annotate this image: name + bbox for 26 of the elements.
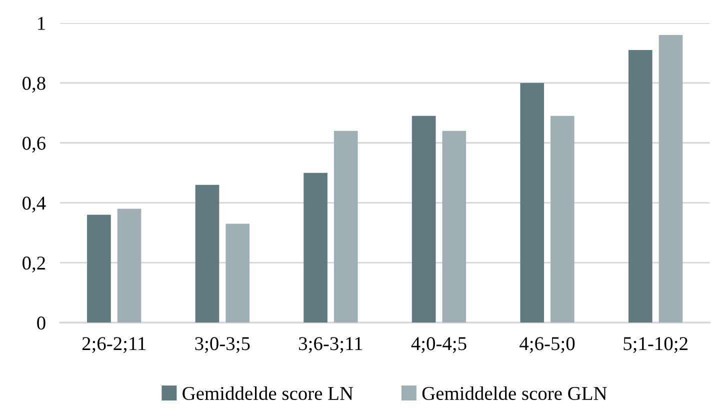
x-tick-label: 2;6-2;11 — [82, 337, 146, 353]
y-tick-label: 0,4 — [22, 196, 46, 213]
bar — [117, 208, 142, 323]
bar — [87, 214, 111, 323]
y-tick-label: 1 — [38, 16, 45, 30]
bar — [520, 82, 544, 323]
y-tick-label: 0 — [37, 316, 46, 330]
bar — [195, 184, 220, 323]
y-tick-label: 0,6 — [22, 136, 46, 153]
bar — [334, 130, 358, 323]
bar — [442, 130, 466, 323]
x-tick-label: 4;0-4;5 — [411, 337, 466, 353]
x-tick-label: 3;6-3;11 — [299, 337, 362, 353]
x-tick-label: 5;1-10;2 — [624, 337, 688, 353]
y-tick-label: 0,8 — [22, 76, 46, 93]
legend-label: Gemiddelde score LN — [182, 386, 354, 400]
bar — [304, 172, 328, 323]
x-tick-label: 4;6-5;0 — [520, 337, 575, 353]
bar — [658, 35, 683, 323]
bar — [550, 116, 574, 323]
x-tick-label: 3;0-3;5 — [195, 337, 250, 353]
bar — [628, 50, 652, 323]
bar — [412, 116, 436, 323]
bar — [226, 224, 250, 323]
y-tick-label: 0,2 — [22, 256, 46, 272]
legend-label: Gemiddelde score GLN — [422, 386, 607, 400]
